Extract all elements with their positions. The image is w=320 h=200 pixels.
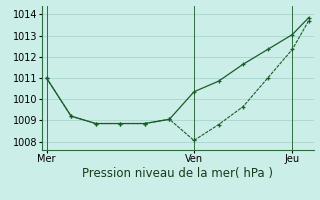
X-axis label: Pression niveau de la mer( hPa ): Pression niveau de la mer( hPa ): [82, 167, 273, 180]
